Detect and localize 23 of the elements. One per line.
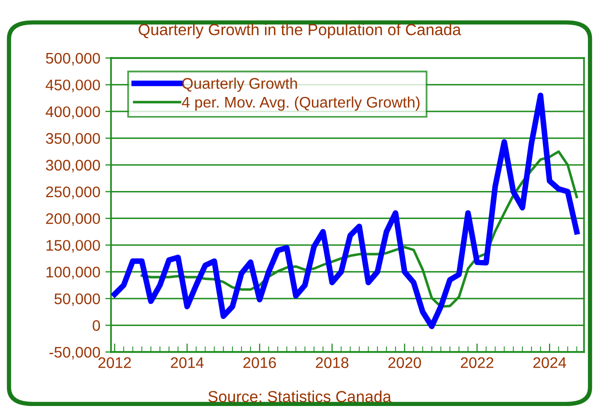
source-note: Source: Statistics Canada	[208, 390, 392, 402]
x-tick-label: 2016	[243, 357, 276, 368]
y-tick-label: 400,000	[46, 106, 100, 119]
y-tick-label: 0	[92, 320, 100, 331]
y-tick-label: 450,000	[46, 80, 100, 92]
x-tick-label: 2012	[98, 357, 131, 368]
y-tick-label: 250,000	[46, 186, 100, 200]
y-tick-label: 500,000	[46, 52, 100, 66]
x-tick-label: 2020	[388, 357, 421, 368]
y-tick-label: 350,000	[46, 133, 100, 146]
x-tick-label: 2014	[170, 357, 204, 368]
y-tick-label: 50,000	[54, 293, 100, 306]
legend-label: 4 per. Mov. Avg. (Quarterly Growth)	[182, 96, 420, 111]
y-tick-label: 200,000	[46, 213, 100, 226]
y-tick-label: -50,000	[49, 346, 100, 360]
chart-title: Quarterly Growth in the Population of Canada	[138, 24, 462, 38]
y-tick-label: 300,000	[46, 160, 100, 172]
x-tick-label: 2018	[316, 357, 348, 368]
y-tick-label: 100,000	[46, 266, 100, 280]
x-tick-label: 2024	[533, 357, 566, 368]
x-tick-label: 2022	[460, 357, 494, 368]
y-tick-label: 150,000	[46, 240, 100, 253]
legend-label: Quarterly Growth	[182, 78, 297, 92]
